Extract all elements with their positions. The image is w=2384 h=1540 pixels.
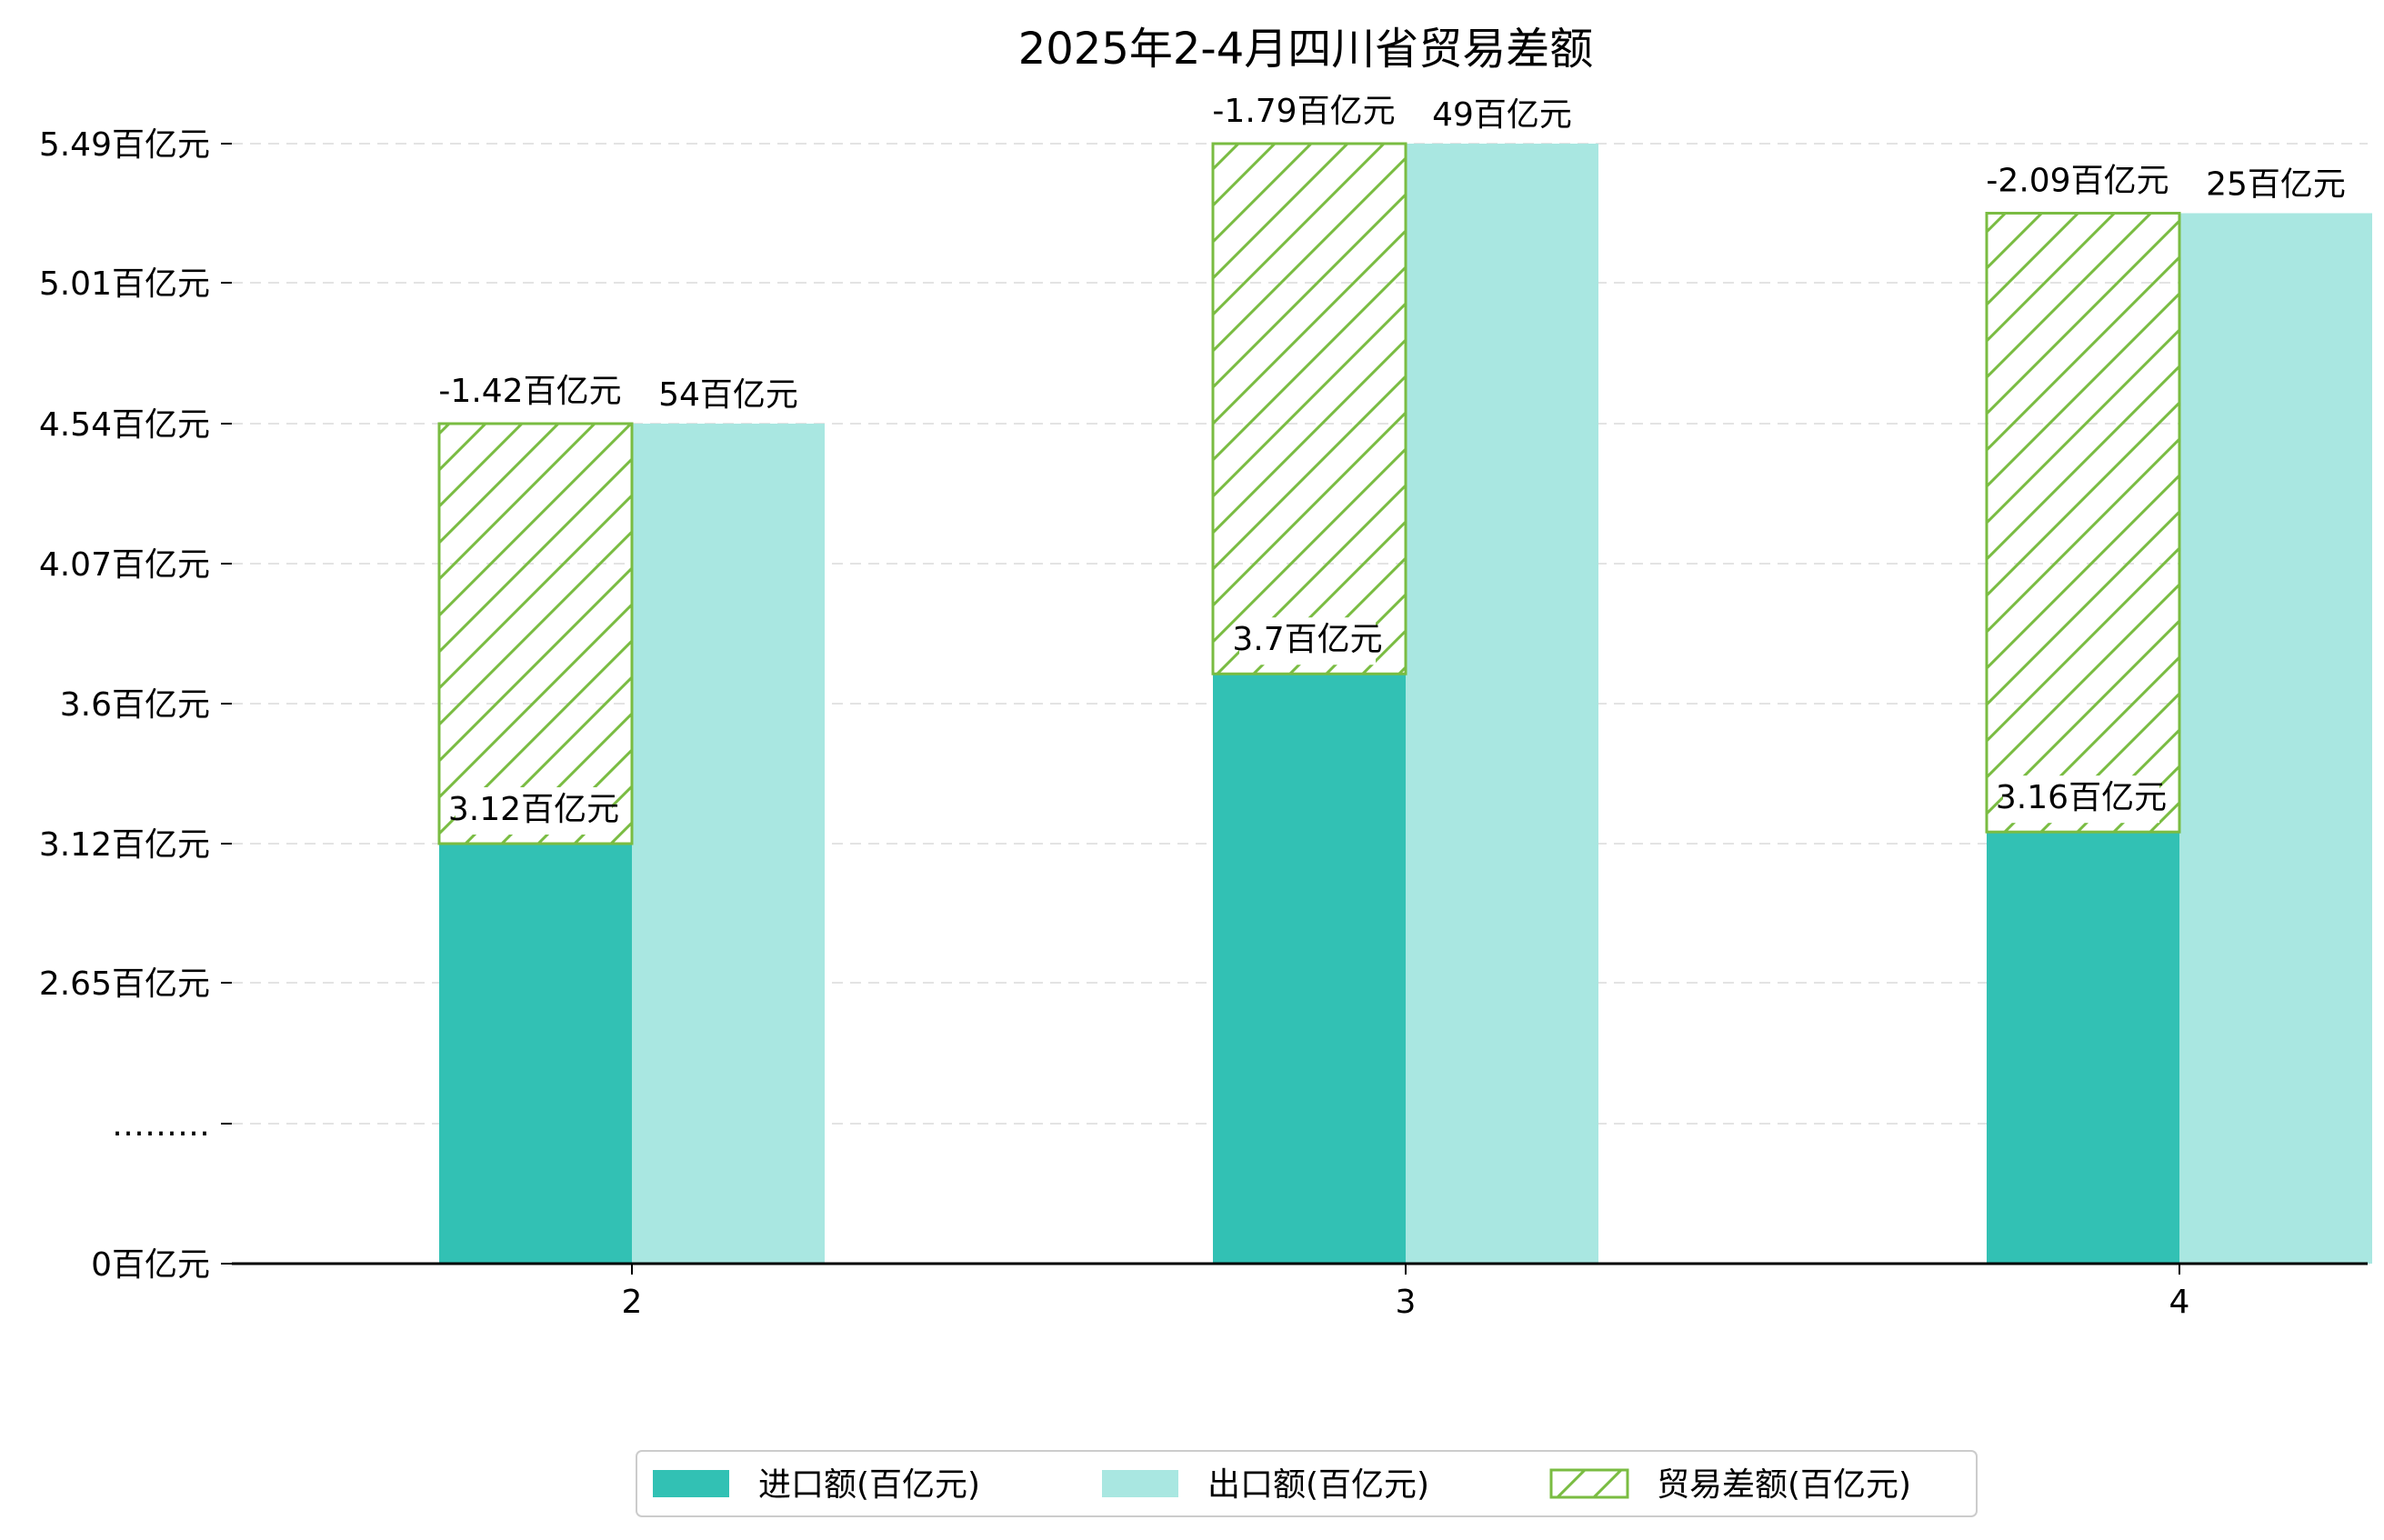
data-label-export-2: 54百亿元 xyxy=(658,376,798,414)
bar-balance-4 xyxy=(1985,212,2181,834)
data-label-balance-3-bg xyxy=(1216,89,1392,136)
data-label-balance-4-bg xyxy=(1989,158,2166,206)
x-tick-label: 2 xyxy=(622,1284,643,1321)
y-tick-label: 5.01百亿元 xyxy=(39,265,210,303)
legend-label-export: 出口额(百亿元) xyxy=(1207,1466,1429,1504)
bar-import-2 xyxy=(439,844,632,1264)
bar-export-3 xyxy=(1406,144,1598,1264)
data-label-balance-2: -1.42百亿元 xyxy=(438,373,621,410)
chart-title: 2025年2-4月四川省贸易差额 xyxy=(1018,24,1594,75)
data-label-import-4: 3.16百亿元 xyxy=(1996,779,2167,816)
data-label-balance-2-bg xyxy=(442,369,618,416)
bar-balance-2 xyxy=(437,422,634,845)
y-tick-label: 5.49百亿元 xyxy=(39,126,210,164)
bar-export-2 xyxy=(632,424,825,1264)
data-label-import-2: 3.12百亿元 xyxy=(448,791,619,828)
y-tick-label: 0百亿元 xyxy=(91,1246,210,1284)
y-tick-label: 4.54百亿元 xyxy=(39,406,210,444)
data-label-balance-4: -2.09百亿元 xyxy=(1986,163,2169,200)
legend-label-balance: 贸易差额(百亿元) xyxy=(1657,1466,1911,1504)
legend-label-import: 进口额(百亿元) xyxy=(758,1466,980,1504)
legend-swatch-export xyxy=(1102,1470,1178,1497)
data-label-import-4-bg xyxy=(2003,775,2159,824)
legend-swatch-import xyxy=(653,1470,729,1497)
y-tick-label: 3.6百亿元 xyxy=(60,686,210,724)
legend-swatch-balance xyxy=(1549,1468,1629,1499)
bar-export-4 xyxy=(2179,213,2372,1264)
bar-balance-3 xyxy=(1211,142,1407,675)
data-label-import-3-bg xyxy=(1239,617,1376,665)
axes-layer: 0百亿元 ……… 2.65百亿元 3.12百亿元 3.6百亿元 4.07百亿元 4.54百亿… xyxy=(39,126,2368,1321)
x-tick-label: 3 xyxy=(1396,1284,1417,1321)
legend: 进口额(百亿元) 出口额(百亿元) 贸易差额(百亿元) xyxy=(636,1450,1978,1517)
x-tick-label: 4 xyxy=(2169,1284,2190,1321)
bar-import-4 xyxy=(1987,832,2179,1264)
data-label-import-3: 3.7百亿元 xyxy=(1232,621,1382,658)
labels-layer: 3.12百亿元 -1.42百亿元 54百亿元 3.7百亿元 -1.79百亿元 49百亿元 3… xyxy=(438,89,2346,835)
data-label-balance-3: -1.79百亿元 xyxy=(1212,93,1395,130)
y-tick-label: 2.65百亿元 xyxy=(39,965,210,1003)
y-tick-label: 4.07百亿元 xyxy=(39,546,210,584)
data-label-export-4: 25百亿元 xyxy=(2206,166,2346,204)
bars-layer xyxy=(437,142,2372,1264)
data-label-export-3: 49百亿元 xyxy=(1432,96,1572,134)
data-label-import-2-bg xyxy=(456,787,612,835)
y-tick-label: ……… xyxy=(112,1106,210,1144)
legend-box xyxy=(636,1450,1978,1517)
y-tick-label: 3.12百亿元 xyxy=(39,826,210,864)
bar-import-3 xyxy=(1213,674,1406,1264)
